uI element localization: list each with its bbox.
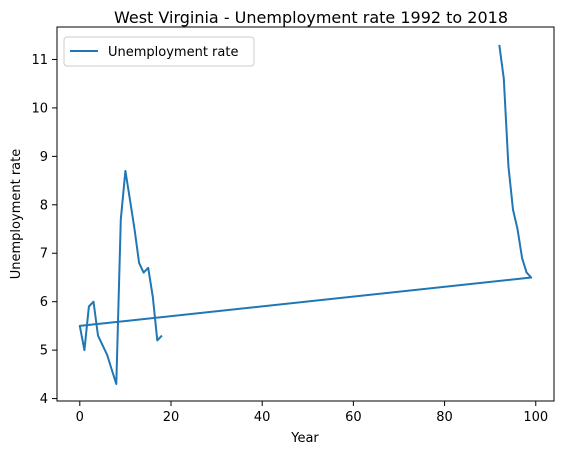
x-axis-label: Year [290, 431, 319, 446]
x-tick-label: 100 [523, 410, 548, 425]
y-tick-label: 10 [31, 101, 48, 116]
x-tick-label: 0 [76, 410, 84, 425]
x-tick-label: 60 [345, 410, 362, 425]
y-tick-label: 8 [40, 198, 48, 213]
y-tick-label: 11 [31, 53, 48, 68]
chart-title: West Virginia - Unemployment rate 1992 t… [114, 8, 508, 27]
x-axis: 0 20 40 60 80 100 [76, 401, 549, 425]
y-axis-label: Unemployment rate [9, 149, 24, 279]
x-tick-label: 80 [436, 410, 453, 425]
y-tick-label: 9 [40, 150, 48, 165]
legend-label: Unemployment rate [108, 45, 238, 60]
y-axis: 4 5 6 7 8 9 10 11 [31, 53, 57, 407]
y-tick-label: 7 [40, 247, 48, 262]
legend: Unemployment rate [64, 37, 254, 66]
y-tick-label: 5 [40, 344, 48, 359]
y-tick-label: 6 [40, 295, 48, 310]
series-line [80, 45, 531, 384]
x-tick-label: 40 [254, 410, 271, 425]
series-layer [80, 45, 531, 384]
x-tick-label: 20 [163, 410, 180, 425]
y-tick-label: 4 [40, 392, 48, 407]
